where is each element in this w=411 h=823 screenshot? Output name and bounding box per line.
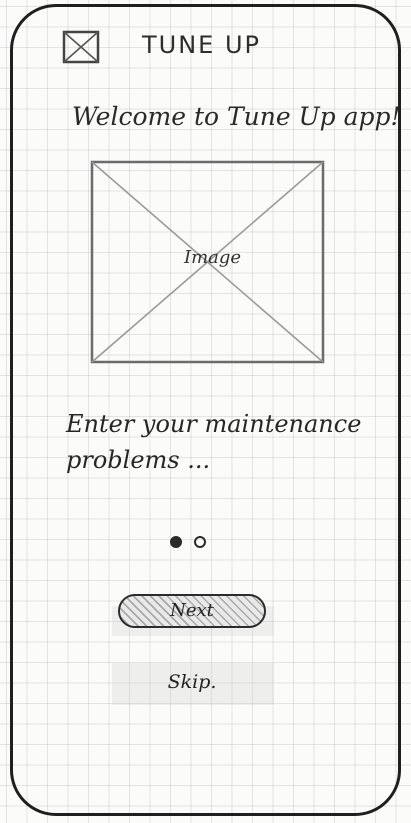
- skip-link-label: Skip.: [167, 671, 217, 693]
- skip-link[interactable]: Skip.: [112, 663, 272, 705]
- next-button-label: Next: [170, 600, 214, 621]
- app-header: TUNE UP: [0, 0, 411, 90]
- pagination-dot[interactable]: [194, 536, 206, 548]
- pagination-dots: [170, 536, 206, 548]
- welcome-heading: Welcome to Tune Up app!: [72, 102, 401, 131]
- phone-frame: [10, 4, 401, 816]
- placeholder-x-box-icon[interactable]: [62, 30, 100, 64]
- app-title: TUNE UP: [142, 31, 262, 59]
- pagination-dot-active[interactable]: [170, 536, 182, 548]
- image-placeholder-icon: [90, 160, 325, 364]
- next-button[interactable]: Next: [118, 594, 266, 628]
- onboarding-prompt: Enter your maintenance problems ...: [66, 410, 362, 474]
- image-placeholder-label: Image: [184, 247, 242, 268]
- skip-link-background: [112, 663, 274, 705]
